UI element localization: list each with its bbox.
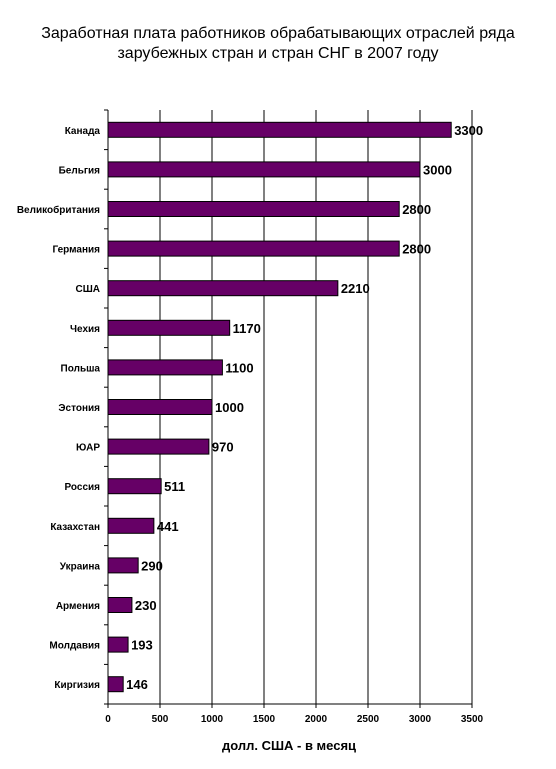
x-axis-title: долл. США - в месяц — [222, 738, 356, 753]
value-label: 1170 — [233, 321, 261, 336]
bar — [107, 359, 223, 376]
category-label: Канада — [65, 126, 101, 137]
bar — [107, 438, 210, 455]
x-tick-label: 1500 — [253, 714, 276, 725]
category-label: Германия — [52, 245, 100, 256]
bar — [107, 399, 213, 415]
category-label: Казахстан — [50, 522, 100, 533]
value-label: 1100 — [225, 360, 253, 375]
value-label: 511 — [164, 479, 185, 494]
value-label: 441 — [157, 519, 179, 534]
value-label: 2800 — [402, 202, 431, 217]
bar — [107, 517, 155, 534]
bar — [107, 240, 400, 257]
category-label: США — [76, 284, 101, 295]
bar — [107, 121, 452, 138]
value-label: 1000 — [215, 400, 244, 415]
category-label: ЮАР — [76, 443, 100, 454]
category-label: Эстония — [58, 403, 100, 414]
value-label: 193 — [131, 638, 153, 653]
category-label: Киргизия — [54, 680, 100, 691]
value-label: 2800 — [402, 242, 431, 257]
bars — [107, 121, 452, 693]
category-label: Россия — [64, 482, 100, 493]
category-label: Бельгия — [59, 165, 101, 176]
category-label: Украина — [60, 561, 101, 572]
category-label: Армения — [56, 601, 100, 612]
category-label: Великобритания — [17, 204, 100, 216]
x-tick-label: 500 — [152, 714, 169, 725]
x-tick-label: 3000 — [409, 714, 432, 725]
bar — [107, 319, 231, 336]
value-label: 290 — [141, 558, 163, 573]
bar — [107, 201, 400, 217]
value-label: 146 — [126, 677, 148, 692]
x-tick-label: 3500 — [461, 714, 484, 725]
bar — [107, 597, 133, 613]
value-label: 3300 — [454, 123, 483, 138]
bar — [107, 478, 162, 495]
category-label: Чехия — [70, 324, 100, 335]
bar — [107, 636, 129, 653]
chart-title: Заработная плата работников обрабатывающ… — [41, 25, 515, 62]
category-label: Польша — [61, 363, 101, 374]
value-label: 230 — [135, 598, 157, 613]
x-tick-label: 0 — [105, 714, 111, 725]
axes — [104, 109, 473, 708]
x-tick-label: 2000 — [305, 714, 328, 725]
value-label: 2210 — [341, 281, 370, 296]
category-label: Молдавия — [49, 641, 100, 652]
labels: 0 500 1000 1500 2000 2500 3000 3500 Канада 3300 Бе… — [17, 123, 484, 725]
bar — [107, 676, 124, 693]
x-tick-label: 2500 — [357, 714, 380, 725]
x-tick-label: 1000 — [201, 714, 224, 725]
bar — [107, 161, 421, 178]
bar — [107, 280, 339, 297]
value-label: 970 — [212, 440, 234, 455]
bar — [107, 557, 139, 574]
value-label: 3000 — [423, 162, 452, 177]
